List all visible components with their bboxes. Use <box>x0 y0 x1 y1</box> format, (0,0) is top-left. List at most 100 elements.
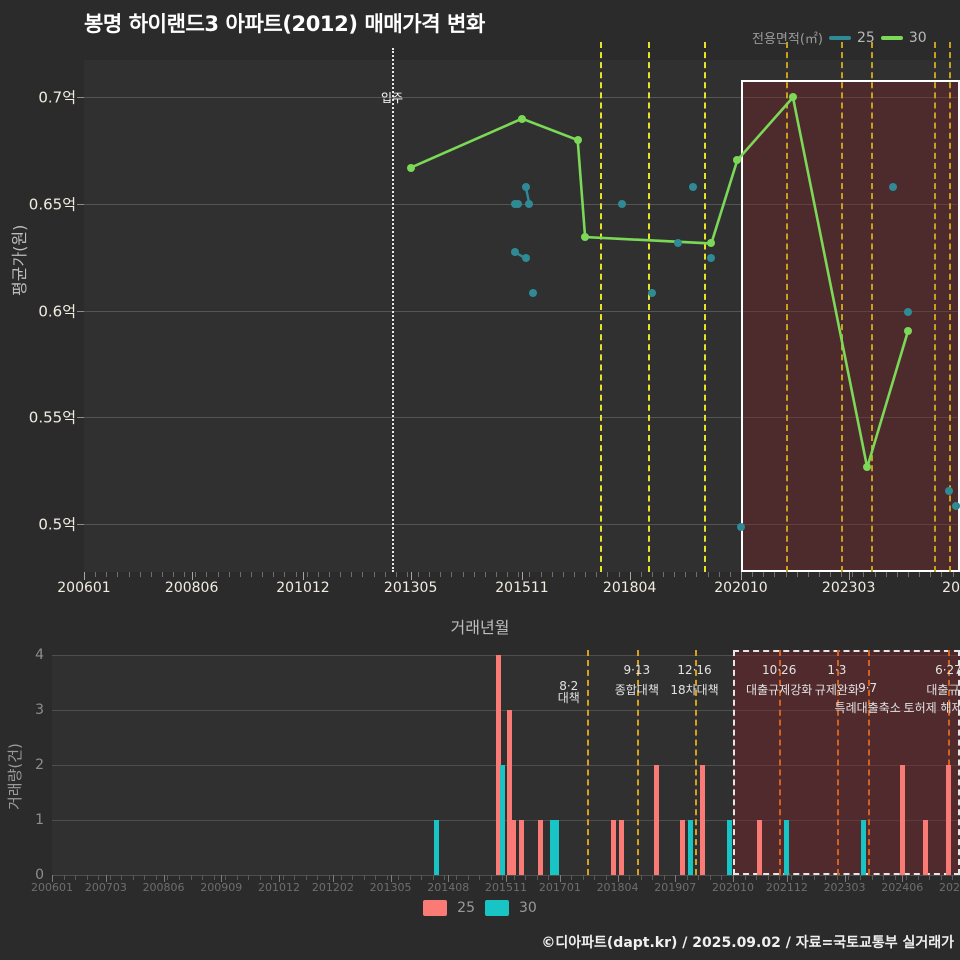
volume-x-minor-tick <box>836 875 838 880</box>
price-x-tick-label: 201511 <box>495 580 549 596</box>
volume-x-minor-tick <box>536 875 538 880</box>
price-x-minor-tick <box>540 572 542 577</box>
volume-x-minor-tick <box>282 875 284 880</box>
price-point-30 <box>573 136 582 144</box>
price-x-minor-tick <box>952 572 954 577</box>
price-x-major-tick <box>303 572 304 580</box>
volume-x-minor-tick <box>178 875 180 880</box>
price-x-minor-tick <box>128 572 130 577</box>
price-x-minor-tick <box>763 572 765 577</box>
footer-swatch-30 <box>485 900 509 916</box>
volume-x-minor-tick <box>167 875 169 880</box>
volume-x-minor-tick <box>756 875 758 880</box>
volume-x-minor-tick <box>444 875 446 880</box>
volume-x-tick-label: 202303 <box>823 881 866 894</box>
price-x-minor-tick <box>830 572 832 577</box>
policy-annotation-label: 특례대출축소 <box>834 701 901 715</box>
volume-x-minor-tick <box>721 875 723 880</box>
volume-x-minor-tick <box>294 875 296 880</box>
price-point-25 <box>944 486 953 495</box>
volume-bar <box>784 820 790 875</box>
volume-y-tick-label: 0 <box>35 867 44 883</box>
price-plot-background <box>84 60 960 572</box>
volume-bar <box>511 820 517 875</box>
page-title: 봉명 하이랜드3 아파트(2012) 매매가격 변화 <box>84 12 485 36</box>
price-x-minor-tick <box>930 572 932 577</box>
price-x-minor-tick <box>908 572 910 577</box>
price-point-25 <box>737 523 745 532</box>
volume-bar <box>549 820 555 875</box>
price-x-tick-label: 200601 <box>57 580 111 596</box>
price-x-minor-tick <box>217 572 219 577</box>
price-x-minor-tick <box>707 572 709 577</box>
volume-x-minor-tick <box>640 875 642 880</box>
volume-x-minor-tick <box>571 875 573 880</box>
volume-x-tick-label: 201907 <box>654 881 697 894</box>
policy-vline <box>648 42 651 572</box>
policy-vline-volume <box>694 650 697 875</box>
price-point-25 <box>618 200 627 208</box>
price-x-major-tick <box>84 572 85 580</box>
price-x-minor-tick <box>752 572 754 577</box>
volume-bar <box>611 820 617 875</box>
volume-x-tick-label: 201202 <box>311 881 354 894</box>
price-x-minor-tick <box>863 572 865 577</box>
movein-label: 입주 <box>381 91 404 106</box>
volume-x-minor-tick <box>479 875 481 880</box>
volume-bar <box>653 765 659 875</box>
price-x-minor-tick <box>462 572 464 577</box>
volume-x-minor-tick <box>606 875 608 880</box>
volume-x-minor-tick <box>259 875 261 880</box>
volume-gridline <box>52 655 960 656</box>
price-x-minor-tick <box>685 572 687 577</box>
price-x-minor-tick <box>640 572 642 577</box>
price-x-major-tick <box>848 572 850 580</box>
price-x-minor-tick <box>718 572 720 577</box>
volume-x-major-tick <box>844 875 846 882</box>
volume-x-major-tick <box>786 875 788 882</box>
price-x-minor-tick <box>317 572 319 577</box>
price-point-25 <box>521 182 530 191</box>
volume-x-minor-tick <box>421 875 423 880</box>
volume-x-minor-tick <box>929 875 931 880</box>
volume-gridline <box>52 765 960 766</box>
price-x-minor-tick <box>106 572 108 577</box>
price-point-25 <box>889 182 898 191</box>
price-x-major-tick <box>191 572 193 580</box>
price-x-minor-tick <box>440 572 442 577</box>
price-y-tick-label: 0.5억 <box>38 515 76 534</box>
price-gridline <box>84 97 960 99</box>
volume-x-major-tick <box>163 875 165 882</box>
legend-label-25: 25 <box>856 29 875 46</box>
volume-x-major-tick <box>279 875 280 882</box>
price-x-minor-tick <box>406 572 408 577</box>
volume-x-major-tick <box>332 875 334 882</box>
policy-vline-volume <box>636 650 639 875</box>
volume-x-minor-tick <box>652 875 654 880</box>
volume-y-tick-label: 3 <box>35 702 44 718</box>
volume-x-minor-tick <box>467 875 469 880</box>
price-x-minor-tick <box>573 572 575 577</box>
volume-x-minor-tick <box>883 875 885 880</box>
volume-x-tick-label: 202112 <box>765 881 808 894</box>
price-x-minor-tick <box>373 572 375 577</box>
price-x-major-tick <box>522 572 523 580</box>
volume-x-minor-tick <box>952 875 954 880</box>
price-x-major-tick <box>629 572 631 580</box>
volume-x-minor-tick <box>98 875 100 880</box>
price-highlight-region <box>741 80 960 572</box>
price-point-25 <box>952 501 960 510</box>
volume-x-minor-tick <box>940 875 942 880</box>
volume-x-tick-label: 201408 <box>427 881 470 894</box>
volume-bar <box>518 820 524 875</box>
volume-x-minor-tick <box>248 875 250 880</box>
legend-swatch-25 <box>828 35 851 40</box>
price-x-minor-tick <box>696 572 698 577</box>
volume-y-tick-label: 2 <box>35 757 44 773</box>
price-x-minor-tick <box>607 572 609 577</box>
policy-annotation-label: 규제완화 <box>814 683 859 697</box>
price-x-minor-tick <box>562 572 564 577</box>
price-y-tick <box>77 97 84 99</box>
price-x-minor-tick <box>729 572 731 577</box>
volume-x-major-tick <box>617 875 619 882</box>
